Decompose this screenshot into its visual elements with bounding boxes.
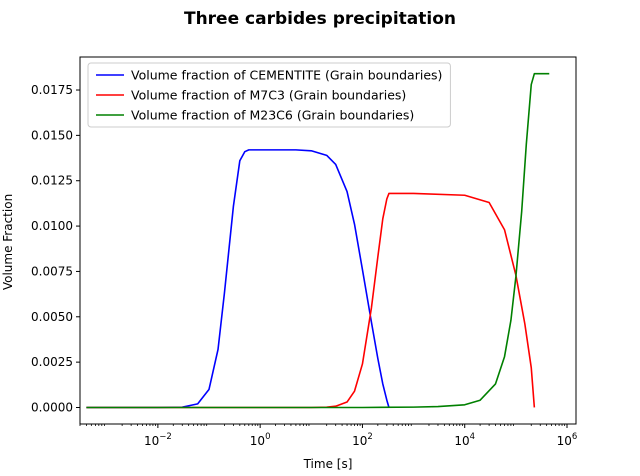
x-tick-label: 106	[557, 432, 578, 448]
y-tick-label: 0.0000	[31, 400, 73, 414]
legend: Volume fraction of CEMENTITE (Grain boun…	[87, 62, 451, 128]
axes-frame	[79, 56, 577, 425]
chart-title: Three carbides precipitation	[184, 9, 456, 29]
x-axis-label: Time [s]	[303, 457, 353, 471]
series-line-2	[86, 192, 536, 409]
legend-label: Volume fraction of M7C3 (Grain boundarie…	[131, 88, 406, 103]
x-tick-label: 104	[454, 432, 475, 448]
legend-label: Volume fraction of CEMENTITE (Grain boun…	[131, 68, 442, 83]
plot-area: 0.0000 0.0025 0.0050 0.0075 0.0100 0.0125 0.01…	[31, 56, 578, 448]
y-tick-label: 0.0100	[31, 219, 73, 233]
x-tick-label: 100	[250, 432, 271, 448]
legend-box	[87, 62, 451, 128]
y-tick-label: 0.0150	[31, 128, 73, 142]
legend-label: Volume fraction of M23C6 (Grain boundari…	[131, 108, 414, 123]
y-axis-label: Volume Fraction	[1, 194, 15, 290]
y-tick-label: 0.0075	[31, 264, 73, 278]
y-tick-label: 0.0175	[31, 83, 73, 97]
y-tick-label: 0.0050	[31, 310, 73, 324]
x-tick-label: 102	[352, 432, 373, 448]
x-tick-label: 10−2	[144, 432, 172, 448]
y-tick-label: 0.0125	[31, 174, 73, 188]
y-tick-label: 0.0025	[31, 355, 73, 369]
series-line-3	[86, 72, 550, 409]
series-line-1	[86, 149, 390, 409]
